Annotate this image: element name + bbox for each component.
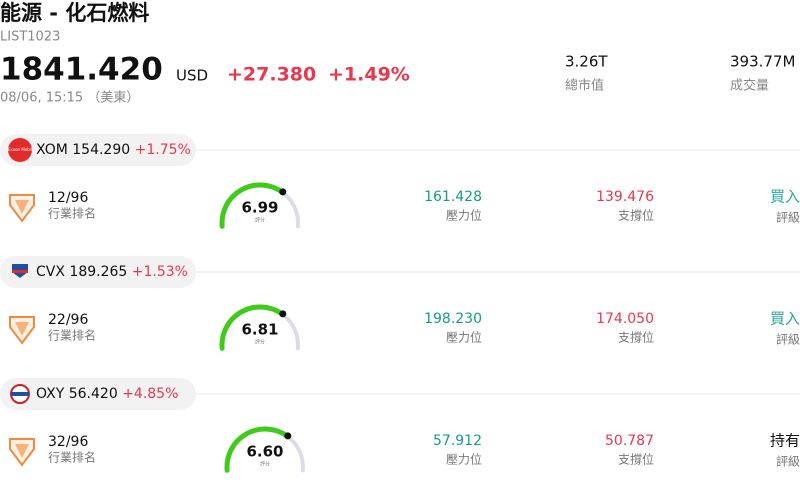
rating-label: 評級 [776,210,800,225]
score-label: 評分 [255,339,265,346]
gauge-track [284,433,305,473]
ticker: CVX 189.265 +1.53% [36,264,188,280]
currency: USD [176,67,208,85]
rank-icon-inner [15,322,29,336]
gauge-fill [224,426,290,473]
score: 6.81 [241,321,278,339]
ticker-change: +1.75% [135,142,191,158]
ticker-change: +4.85% [122,386,178,402]
stat-label: 成交量 [730,78,769,94]
resistance-label: 壓力位 [446,208,482,223]
ticker-price: 56.420 [69,386,118,402]
stock-pill[interactable] [0,134,196,166]
rank: 22/96 [48,312,88,328]
gauge-dot [279,310,287,318]
ticker: XOM 154.290 +1.75% [36,142,191,158]
change: +27.380 [227,64,316,86]
logo-band [11,392,29,396]
gauge-track [279,311,300,351]
price: 1841.420 [0,52,163,88]
logo-text: Exxon Mobil [8,147,32,152]
support: 174.050 [596,311,654,327]
resistance: 198.230 [424,311,482,327]
ticker-symbol: OXY [36,386,65,402]
ticker: OXY 56.420 +4.85% [36,386,178,402]
rank-icon-inner [15,444,29,458]
title: 能源 - 化石燃料 [0,1,149,25]
ticker-price: 189.265 [69,264,127,280]
change-pct: +1.49% [328,64,410,86]
rank-label: 行業排名 [48,206,96,221]
rating: 持有 [770,432,800,450]
resistance: 57.912 [433,433,482,449]
stock-pill[interactable] [0,256,196,288]
ticker-symbol: XOM [36,142,68,158]
gauge-fill [219,182,285,229]
resistance-label: 壓力位 [446,452,482,467]
support: 50.787 [605,433,654,449]
stock-pill[interactable] [0,378,196,410]
rating: 買入 [770,310,800,328]
rating: 買入 [770,188,800,206]
support-label: 支撐位 [618,452,654,467]
support-label: 支撐位 [618,208,654,223]
rank-label: 行業排名 [48,328,96,343]
gauge-track [279,189,300,229]
score: 6.99 [241,199,278,217]
code: LIST1023 [0,30,60,45]
ticker-price: 154.290 [72,142,130,158]
stat-value: 393.77M [730,53,795,71]
score: 6.60 [246,443,283,461]
gauge-dot [284,432,292,440]
gauge-fill [219,304,285,351]
support: 139.476 [596,189,654,205]
gauge-dot [279,188,287,196]
resistance-label: 壓力位 [446,330,482,345]
stat-value: 3.26T [565,53,608,71]
ticker-symbol: CVX [36,264,65,280]
ticker-change: +1.53% [132,264,188,280]
logo [8,138,32,162]
resistance: 161.428 [424,189,482,205]
rank-icon-inner [15,200,29,214]
time: 08/06, 15:15 （美東） [0,90,139,106]
stat-label: 總市值 [565,78,604,94]
score-label: 評分 [255,217,265,224]
logo-band [12,270,28,273]
rating-label: 評級 [776,332,800,347]
rank: 32/96 [48,434,88,450]
rating-label: 評級 [776,454,800,469]
rank-label: 行業排名 [48,450,96,465]
score-label: 評分 [260,461,270,468]
support-label: 支撐位 [618,330,654,345]
rank: 12/96 [48,190,88,206]
